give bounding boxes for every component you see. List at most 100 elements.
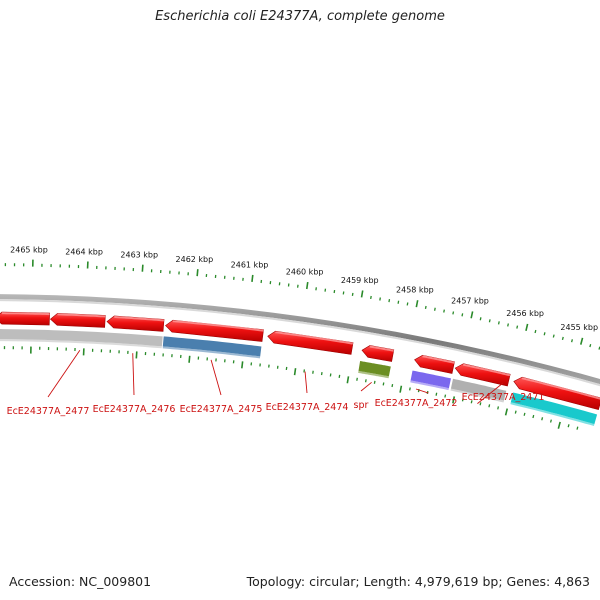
- minor-tick: [516, 325, 519, 329]
- minor-tick: [549, 419, 552, 423]
- major-tick: [452, 396, 456, 404]
- minor-tick: [391, 383, 394, 388]
- label-leader-line: [210, 359, 222, 396]
- minor-tick: [382, 382, 385, 386]
- label-leader-line: [132, 353, 135, 396]
- minor-tick: [409, 387, 411, 391]
- minor-tick: [570, 339, 574, 343]
- minor-tick: [488, 319, 491, 323]
- scale-label: 2458 kbp: [396, 286, 434, 295]
- gene-label: EcE24377A_2472: [375, 398, 458, 409]
- label-leader-line: [47, 349, 81, 398]
- gene-arrow: [267, 330, 354, 355]
- major-tick: [415, 300, 419, 308]
- scale-label: 2465 kbp: [10, 246, 48, 255]
- minor-tick: [479, 402, 482, 406]
- gene-label: EcE24377A_2471: [462, 392, 545, 403]
- minor-tick: [532, 414, 535, 419]
- major-tick: [346, 376, 350, 384]
- feature-track-shadow: [410, 380, 449, 391]
- minor-tick: [388, 299, 391, 303]
- scale-label: 2457 kbp: [451, 297, 489, 306]
- scale-label: 2459 kbp: [341, 276, 379, 285]
- feature-track-block: [0, 329, 163, 347]
- minor-tick: [567, 424, 570, 428]
- minor-tick: [424, 305, 427, 310]
- gene-arrow-highlight: [422, 355, 455, 364]
- label-leader-line: [415, 388, 429, 394]
- minor-tick: [479, 317, 482, 321]
- minor-tick: [589, 344, 592, 348]
- minor-tick: [561, 336, 564, 341]
- gene-arrow-highlight: [521, 377, 600, 400]
- label-leader-line: [304, 371, 308, 394]
- scale-label: 2460 kbp: [286, 268, 324, 277]
- minor-tick: [541, 417, 544, 421]
- gene-arrow-highlight: [463, 363, 511, 377]
- major-tick: [470, 311, 474, 319]
- minor-tick: [514, 410, 517, 414]
- label-leader-line: [360, 381, 372, 392]
- minor-tick: [470, 400, 473, 404]
- minor-tick: [435, 392, 438, 396]
- scale-label: 2463 kbp: [120, 250, 158, 259]
- accession-label: Accession: NC_009801: [9, 574, 152, 589]
- minor-tick: [370, 295, 372, 300]
- feature-track-shadow: [0, 339, 162, 349]
- minor-tick: [497, 406, 500, 410]
- scale-label: 2461 kbp: [231, 261, 269, 270]
- minor-tick: [364, 379, 367, 383]
- minor-tick: [443, 309, 445, 313]
- feature-track-shadow: [510, 402, 595, 426]
- scale-label: 2455 kbp: [560, 323, 598, 332]
- minor-tick: [433, 307, 436, 311]
- major-tick: [251, 274, 254, 282]
- minor-tick: [523, 412, 526, 416]
- minor-tick: [461, 398, 464, 402]
- major-tick: [557, 421, 561, 429]
- minor-tick: [576, 426, 579, 430]
- gene-arrow-highlight: [1, 312, 50, 316]
- minor-tick: [406, 302, 409, 306]
- feature-track-block: [162, 336, 262, 357]
- minor-tick: [397, 300, 400, 304]
- major-tick: [196, 269, 199, 277]
- minor-tick: [507, 323, 509, 327]
- gene-arrow-highlight: [172, 320, 264, 332]
- minor-tick: [379, 297, 381, 301]
- gene-label: EcE24377A_2477: [7, 406, 90, 417]
- feature-track-shadow: [162, 346, 261, 359]
- minor-tick: [356, 377, 358, 381]
- genome-summary: Topology: circular; Length: 4,979,619 bp…: [246, 574, 590, 589]
- minor-tick: [552, 334, 555, 338]
- gene-label: EcE24377A_2475: [180, 404, 263, 415]
- feature-track-shadow: [450, 388, 504, 403]
- gene-arrow-highlight: [57, 313, 106, 318]
- minor-tick: [444, 394, 447, 398]
- minor-tick: [373, 380, 376, 384]
- feature-track-block: [410, 370, 451, 389]
- major-tick: [525, 323, 529, 331]
- genome-title: Escherichia coli E24377A, complete genom…: [155, 9, 445, 24]
- gene-label: EcE24377A_2474: [266, 402, 349, 413]
- major-tick: [188, 355, 191, 363]
- gene-arrow-highlight: [114, 315, 164, 322]
- scale-label: 2464 kbp: [65, 247, 103, 256]
- minor-tick: [452, 311, 455, 315]
- minor-tick: [488, 404, 491, 408]
- major-tick: [305, 281, 309, 290]
- feature-track-block: [450, 378, 507, 401]
- major-tick: [293, 368, 297, 376]
- gene-label: spr: [354, 400, 369, 411]
- gene-arrow-highlight: [275, 331, 353, 345]
- minor-tick: [497, 321, 500, 325]
- feature-track-block: [510, 392, 598, 425]
- major-tick: [504, 408, 509, 416]
- minor-tick: [461, 313, 464, 317]
- scale-label: 2456 kbp: [506, 309, 544, 318]
- feature-track-block: [358, 361, 391, 377]
- gene-label: EcE24377A_2476: [93, 404, 176, 415]
- feature-track-shadow: [358, 370, 389, 379]
- major-tick: [579, 337, 584, 345]
